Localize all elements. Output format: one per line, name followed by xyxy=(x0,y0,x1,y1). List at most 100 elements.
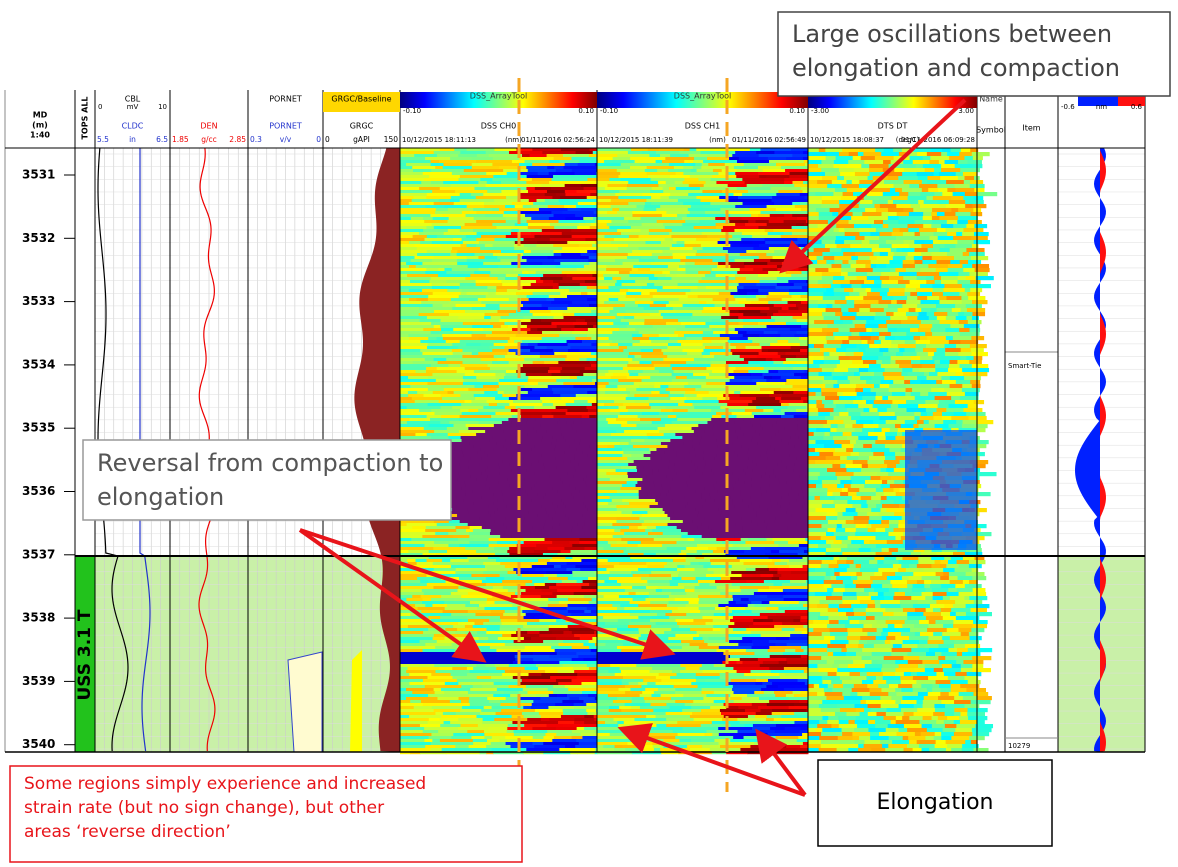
heat-cell xyxy=(448,256,468,260)
heat-cell xyxy=(861,284,882,289)
heat-cell xyxy=(796,361,809,365)
heat-cell xyxy=(435,208,449,212)
heat-cell xyxy=(898,176,919,181)
heat-cell xyxy=(597,157,614,161)
heat-cell xyxy=(592,460,598,464)
heat-cell xyxy=(767,595,784,599)
heat-cell xyxy=(917,316,930,321)
heat-cell xyxy=(650,178,685,182)
heat-cell xyxy=(779,481,788,485)
heat-cell xyxy=(638,682,648,686)
heat-cell xyxy=(777,463,795,467)
heat-cell xyxy=(784,727,802,731)
heat-cell xyxy=(470,274,491,278)
heat-cell xyxy=(669,337,687,341)
heat-cell xyxy=(787,310,809,314)
heat-cell xyxy=(597,202,629,206)
heat-cell xyxy=(683,148,691,152)
heat-cell xyxy=(436,523,462,527)
heat-cell xyxy=(740,391,775,395)
heat-cell xyxy=(477,451,486,455)
heat-cell xyxy=(780,376,802,380)
heat-cell xyxy=(684,565,704,569)
heat-cell xyxy=(808,260,818,265)
heat-cell xyxy=(647,583,671,587)
heat-cell xyxy=(597,172,621,176)
heat-cell xyxy=(453,598,488,602)
heat-cell xyxy=(887,200,894,205)
heat-cell xyxy=(519,289,552,293)
heat-cell xyxy=(609,178,622,182)
heat-cell xyxy=(808,256,818,261)
heat-cell xyxy=(905,152,918,157)
heat-cell xyxy=(597,448,623,452)
heat-cell xyxy=(934,312,948,317)
heat-cell xyxy=(801,313,809,317)
heat-cell xyxy=(521,514,538,518)
heat-cell xyxy=(492,586,504,590)
heat-cell xyxy=(655,676,671,680)
heat-cell xyxy=(728,322,739,326)
heat-cell xyxy=(486,181,502,185)
heat-cell xyxy=(409,715,442,719)
heat-cell xyxy=(421,610,444,614)
heat-cell xyxy=(586,334,598,338)
heat-cell xyxy=(910,328,919,333)
heat-cell xyxy=(666,547,687,551)
heat-cell xyxy=(666,703,686,707)
heat-cell xyxy=(738,322,759,326)
heat-cell xyxy=(730,496,752,500)
heat-cell xyxy=(447,208,474,212)
heat-cell xyxy=(547,307,568,311)
heat-cell xyxy=(534,586,550,590)
heat-cell xyxy=(400,547,434,551)
heat-cell xyxy=(485,304,501,308)
heat-cell xyxy=(547,370,561,374)
heat-cell xyxy=(450,184,487,188)
heat-cell xyxy=(803,400,809,404)
heat-cell xyxy=(620,163,641,167)
heat-cell xyxy=(483,562,501,566)
heat-cell xyxy=(675,187,701,191)
heat-cell xyxy=(468,700,490,704)
heat-cell xyxy=(640,229,650,233)
heat-cell xyxy=(641,355,668,359)
heat-cell xyxy=(460,409,469,413)
heat-cell xyxy=(513,730,548,734)
heat-cell xyxy=(501,421,512,425)
heat-cell xyxy=(592,244,598,248)
heat-cell xyxy=(563,502,585,506)
heat-cell xyxy=(901,248,916,253)
heat-cell xyxy=(569,376,578,380)
heat-cell xyxy=(574,718,595,722)
heat-cell xyxy=(455,304,487,308)
heat-cell xyxy=(477,607,485,611)
heat-cell xyxy=(464,367,491,371)
heat-cell xyxy=(516,571,530,575)
heat-cell xyxy=(778,310,788,314)
heat-cell xyxy=(619,190,651,194)
heat-cell xyxy=(532,652,558,656)
heat-cell xyxy=(400,529,426,533)
heat-cell xyxy=(471,352,479,356)
heat-cell xyxy=(668,385,685,389)
heat-cell xyxy=(481,655,489,659)
heat-cell xyxy=(400,679,424,683)
heat-cell xyxy=(700,724,732,728)
heat-cell xyxy=(631,697,645,701)
heat-cell xyxy=(696,394,724,398)
heat-cell xyxy=(576,268,598,272)
heat-cell xyxy=(432,292,462,296)
heat-cell xyxy=(400,574,427,578)
heat-cell xyxy=(641,292,651,296)
heat-cell xyxy=(485,469,513,473)
heat-cell xyxy=(969,272,988,277)
heat-cell xyxy=(724,163,745,167)
heat-cell xyxy=(854,324,866,329)
heat-cell xyxy=(637,196,652,200)
heat-cell xyxy=(439,148,455,152)
heat-cell xyxy=(519,277,541,281)
heat-cell xyxy=(818,216,838,221)
heat-cell xyxy=(478,637,489,641)
heat-cell xyxy=(520,415,533,419)
